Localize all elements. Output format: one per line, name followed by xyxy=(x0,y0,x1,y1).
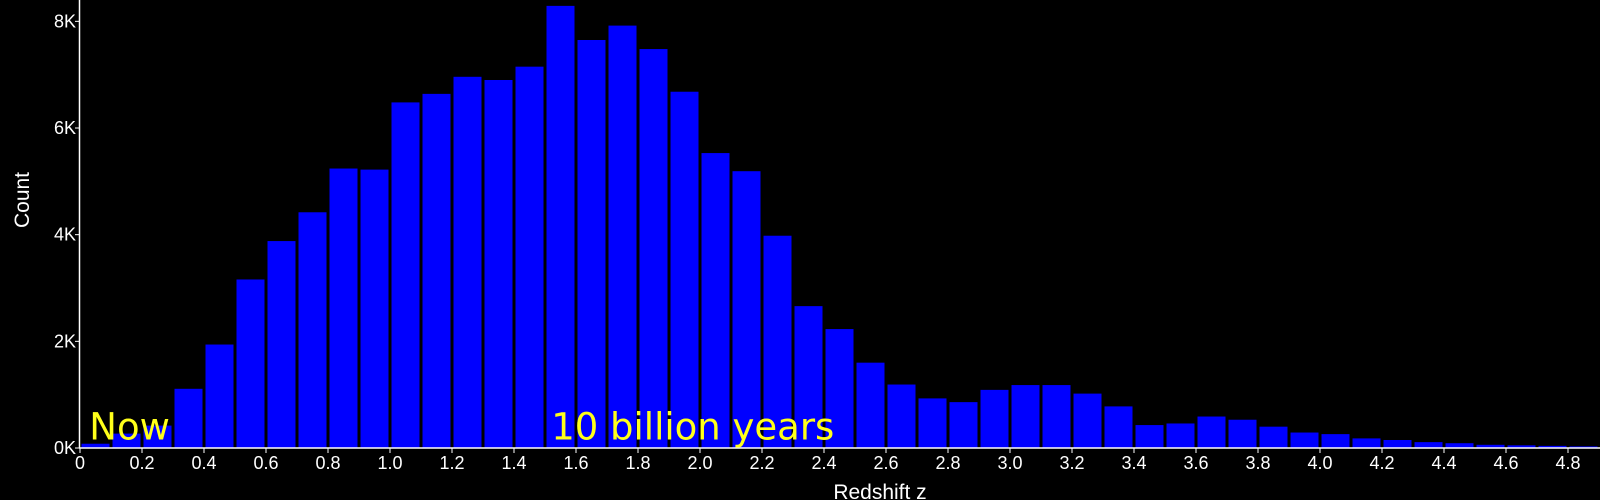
x-tick-label: 2.6 xyxy=(873,453,898,473)
x-tick-label: 1.2 xyxy=(439,453,464,473)
histogram-bar xyxy=(608,25,637,448)
histogram-bar xyxy=(1476,444,1505,448)
x-tick-label: 3.8 xyxy=(1245,453,1270,473)
histogram-bar xyxy=(918,398,947,448)
histogram-bar xyxy=(112,433,141,448)
y-tick-label: 8K xyxy=(54,11,76,31)
x-tick-label: 3.4 xyxy=(1121,453,1146,473)
histogram-bar xyxy=(1569,446,1598,448)
histogram-bar xyxy=(1259,426,1288,448)
x-axis-ticks: 0 0.2 0.4 0.6 0.8 1.0 1.2 1.4 1.6 1.8 2.0 2.2 2.4 2.6… xyxy=(75,448,1581,473)
x-tick-label: 4.8 xyxy=(1555,453,1580,473)
x-tick-label: 0.6 xyxy=(253,453,278,473)
histogram-bar xyxy=(484,80,513,448)
histogram-bar xyxy=(1383,440,1412,448)
histogram-bar xyxy=(949,402,978,448)
histogram-bar xyxy=(1507,445,1536,448)
histogram-bar xyxy=(794,306,823,448)
histogram-bar xyxy=(143,425,172,448)
histogram-bar xyxy=(298,212,327,448)
annotation-now: Now xyxy=(89,406,170,449)
histogram-bar xyxy=(732,171,761,448)
y-tick-label: 4K xyxy=(54,225,76,245)
x-tick-label: 2.2 xyxy=(749,453,774,473)
x-tick-label: 4.6 xyxy=(1493,453,1518,473)
histogram-bar xyxy=(856,362,885,448)
y-tick-label: 0K xyxy=(54,438,76,458)
histogram-bar xyxy=(577,40,606,448)
x-tick-label: 4.0 xyxy=(1307,453,1332,473)
histogram-bar xyxy=(1166,423,1195,448)
histogram-bar xyxy=(1042,385,1071,448)
histogram-bar xyxy=(1321,434,1350,448)
histogram-bar xyxy=(980,389,1009,448)
x-tick-label: 2.8 xyxy=(935,453,960,473)
histogram-bar xyxy=(174,388,203,448)
histogram-bar xyxy=(205,344,234,448)
histogram-bar xyxy=(1073,393,1102,448)
histogram-bar xyxy=(1135,425,1164,448)
histogram-bar xyxy=(360,169,389,448)
histogram-bar xyxy=(1197,416,1226,448)
histogram-bar xyxy=(391,102,420,449)
chart-annotations: Now 10 billion years xyxy=(89,406,834,449)
x-tick-label: 2.0 xyxy=(687,453,712,473)
x-tick-label: 1.0 xyxy=(377,453,402,473)
x-tick-label: 1.4 xyxy=(501,453,526,473)
histogram-bar xyxy=(1445,443,1474,448)
histogram-bar xyxy=(1228,419,1257,448)
x-tick-label: 3.0 xyxy=(997,453,1022,473)
y-tick-label: 6K xyxy=(54,118,76,138)
x-axis-title: Redshift z xyxy=(833,481,926,500)
histogram-bar xyxy=(670,91,699,448)
histogram-bar xyxy=(1104,406,1133,448)
histogram-bar xyxy=(453,76,482,449)
histogram-bar xyxy=(236,279,265,448)
histogram-bar xyxy=(887,384,916,448)
x-tick-label: 4.4 xyxy=(1431,453,1456,473)
histogram-bar xyxy=(639,49,668,448)
annotation-10-billion-years: 10 billion years xyxy=(551,406,834,449)
x-tick-label: 0.8 xyxy=(315,453,340,473)
x-tick-label: 0.4 xyxy=(191,453,216,473)
x-tick-label: 0 xyxy=(75,453,85,473)
histogram-bar xyxy=(515,66,544,449)
histogram-bar xyxy=(1352,438,1381,448)
histogram-bars xyxy=(81,5,1598,449)
x-tick-label: 3.6 xyxy=(1183,453,1208,473)
x-tick-label: 2.4 xyxy=(811,453,836,473)
y-tick-label: 2K xyxy=(54,331,76,351)
y-axis-title: Count xyxy=(11,172,34,228)
histogram-bar xyxy=(329,168,358,448)
histogram-bar xyxy=(825,329,854,448)
histogram-bar xyxy=(1538,445,1567,448)
x-tick-label: 0.2 xyxy=(129,453,154,473)
histogram-bar xyxy=(763,235,792,448)
histogram-bar xyxy=(422,93,451,449)
histogram-bar xyxy=(546,5,575,449)
x-tick-label: 4.2 xyxy=(1369,453,1394,473)
histogram-bar xyxy=(1011,385,1040,448)
histogram-bar xyxy=(1290,432,1319,448)
histogram-bar xyxy=(701,153,730,448)
x-tick-label: 1.6 xyxy=(563,453,588,473)
y-axis-ticks: 0K 2K 4K 6K 8K xyxy=(54,11,80,458)
histogram-bar xyxy=(81,443,110,448)
histogram-bar xyxy=(267,241,296,448)
x-tick-label: 1.8 xyxy=(625,453,650,473)
histogram-bar xyxy=(1414,442,1443,448)
x-tick-label: 3.2 xyxy=(1059,453,1084,473)
